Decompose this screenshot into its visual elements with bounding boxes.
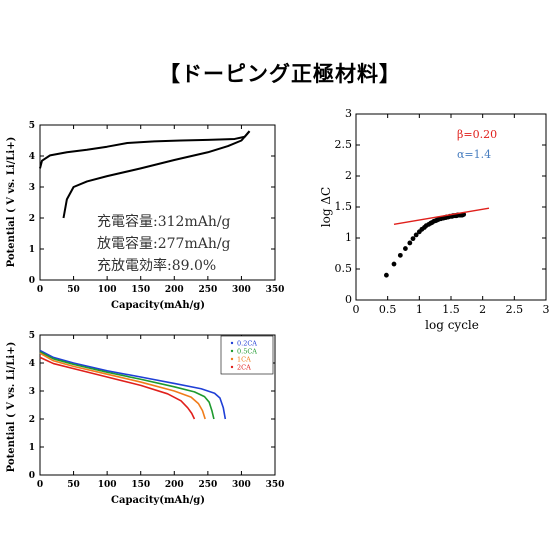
beta-annotation: β=0.20 (457, 128, 497, 141)
x-tick-label: 1 (416, 303, 423, 316)
x-tick-label: 100 (98, 480, 117, 490)
x-tick-label: 300 (232, 285, 251, 295)
x-axis-label: Capacity(mAh/g) (111, 300, 205, 311)
x-tick-label: 350 (266, 285, 285, 295)
y-tick-label: 1 (345, 231, 352, 244)
y-tick-label: 1 (29, 245, 35, 255)
y-axis-label: Potential ( V vs. Li/Li+) (6, 137, 17, 268)
plot-frame (355, 113, 547, 301)
x-tick-label: 2.5 (506, 303, 524, 316)
charge-discharge-chart: 0 50 100 150 200 250 300 350 0 1 2 3 4 5 充電容量:312mAh/g… (6, 121, 285, 311)
discharge-curve (62, 130, 251, 219)
y-tick-label: 1.5 (335, 200, 353, 213)
y-tick-label: 2 (29, 415, 35, 425)
legend-label: 2CA (237, 364, 251, 372)
legend-marker (230, 341, 234, 345)
annotation-text: 充放電効率:89.0% (97, 257, 216, 274)
y-tick-label: 0 (29, 276, 35, 286)
series-line (39, 349, 227, 420)
legend-marker (230, 349, 234, 353)
legend-label: 0.2CA (237, 340, 257, 348)
x-tick-label: 1.5 (442, 303, 460, 316)
series-line (39, 352, 206, 420)
x-axis-label: log cycle (425, 318, 479, 332)
y-tick-label: 3 (29, 387, 35, 397)
y-tick-label: 2 (29, 214, 35, 224)
x-tick-label: 350 (266, 480, 285, 490)
y-tick-label: 0 (29, 471, 35, 481)
data-point (407, 240, 413, 246)
series-line (39, 351, 215, 420)
legend-marker (230, 365, 234, 369)
y-tick-label: 4 (29, 152, 35, 162)
y-tick-label: 4 (29, 359, 35, 369)
y-axis-label: Potential ( V vs. Li/Li+) (6, 342, 17, 473)
data-point (413, 232, 419, 238)
legend-label: 0.5CA (237, 348, 257, 356)
x-tick-label: 0 (37, 285, 43, 295)
plot-frame (39, 334, 276, 476)
annotation-text: 充電容量:312mAh/g (97, 213, 231, 230)
x-tick-label: 200 (165, 480, 184, 490)
data-point (397, 252, 403, 258)
x-axis-label: Capacity(mAh/g) (111, 495, 205, 506)
y-tick-label: 5 (29, 331, 35, 341)
y-tick-label: 3 (29, 183, 35, 193)
y-axis-label: log ΔC (319, 187, 333, 227)
data-point (391, 261, 397, 267)
legend-box (220, 335, 274, 375)
x-tick-label: 300 (232, 480, 251, 490)
x-tick-label: 200 (165, 285, 184, 295)
y-tick-label: 0.5 (335, 262, 353, 275)
plot-frame (39, 124, 276, 281)
y-tick-label: 2.5 (335, 138, 353, 151)
x-tick-label: 3 (543, 303, 550, 316)
x-tick-label: 2 (479, 303, 486, 316)
alpha-annotation: α=1.4 (457, 148, 491, 161)
y-tick-label: 5 (29, 121, 35, 131)
x-tick-label: 150 (131, 480, 150, 490)
x-tick-label: 0 (353, 303, 360, 316)
charge-curve (39, 130, 251, 169)
x-tick-label: 50 (67, 285, 80, 295)
x-tick-label: 250 (198, 480, 217, 490)
series-line (39, 356, 196, 420)
y-tick-label: 0 (345, 293, 352, 306)
fit-line (393, 207, 490, 226)
data-point (410, 236, 416, 242)
x-tick-label: 250 (198, 285, 217, 295)
x-tick-label: 0 (37, 480, 43, 490)
x-tick-label: 100 (98, 285, 117, 295)
x-tick-label: 0.5 (379, 303, 397, 316)
rate-discharge-chart: 0 50 100 150 200 250 300 350 0 1 2 3 4 5 0.2CA0.5CA1CA… (6, 331, 285, 506)
annotation-text: 放電容量:277mAh/g (97, 235, 231, 252)
x-tick-label: 150 (131, 285, 150, 295)
legend-marker (230, 357, 234, 361)
y-tick-label: 3 (345, 107, 352, 120)
log-cycle-chart: 0 0.5 1 1.5 2 2.5 3 0 0.5 1 1.5 2 2.5 3 β=0.20 α=1.4 log… (319, 107, 550, 332)
slide-title: 【ドーピング正極材料】 (159, 62, 401, 86)
x-tick-label: 50 (67, 480, 80, 490)
data-point (384, 272, 389, 278)
y-tick-label: 1 (29, 443, 35, 453)
y-tick-label: 2 (345, 169, 352, 182)
data-point (403, 246, 408, 251)
legend-label: 1CA (237, 356, 251, 364)
